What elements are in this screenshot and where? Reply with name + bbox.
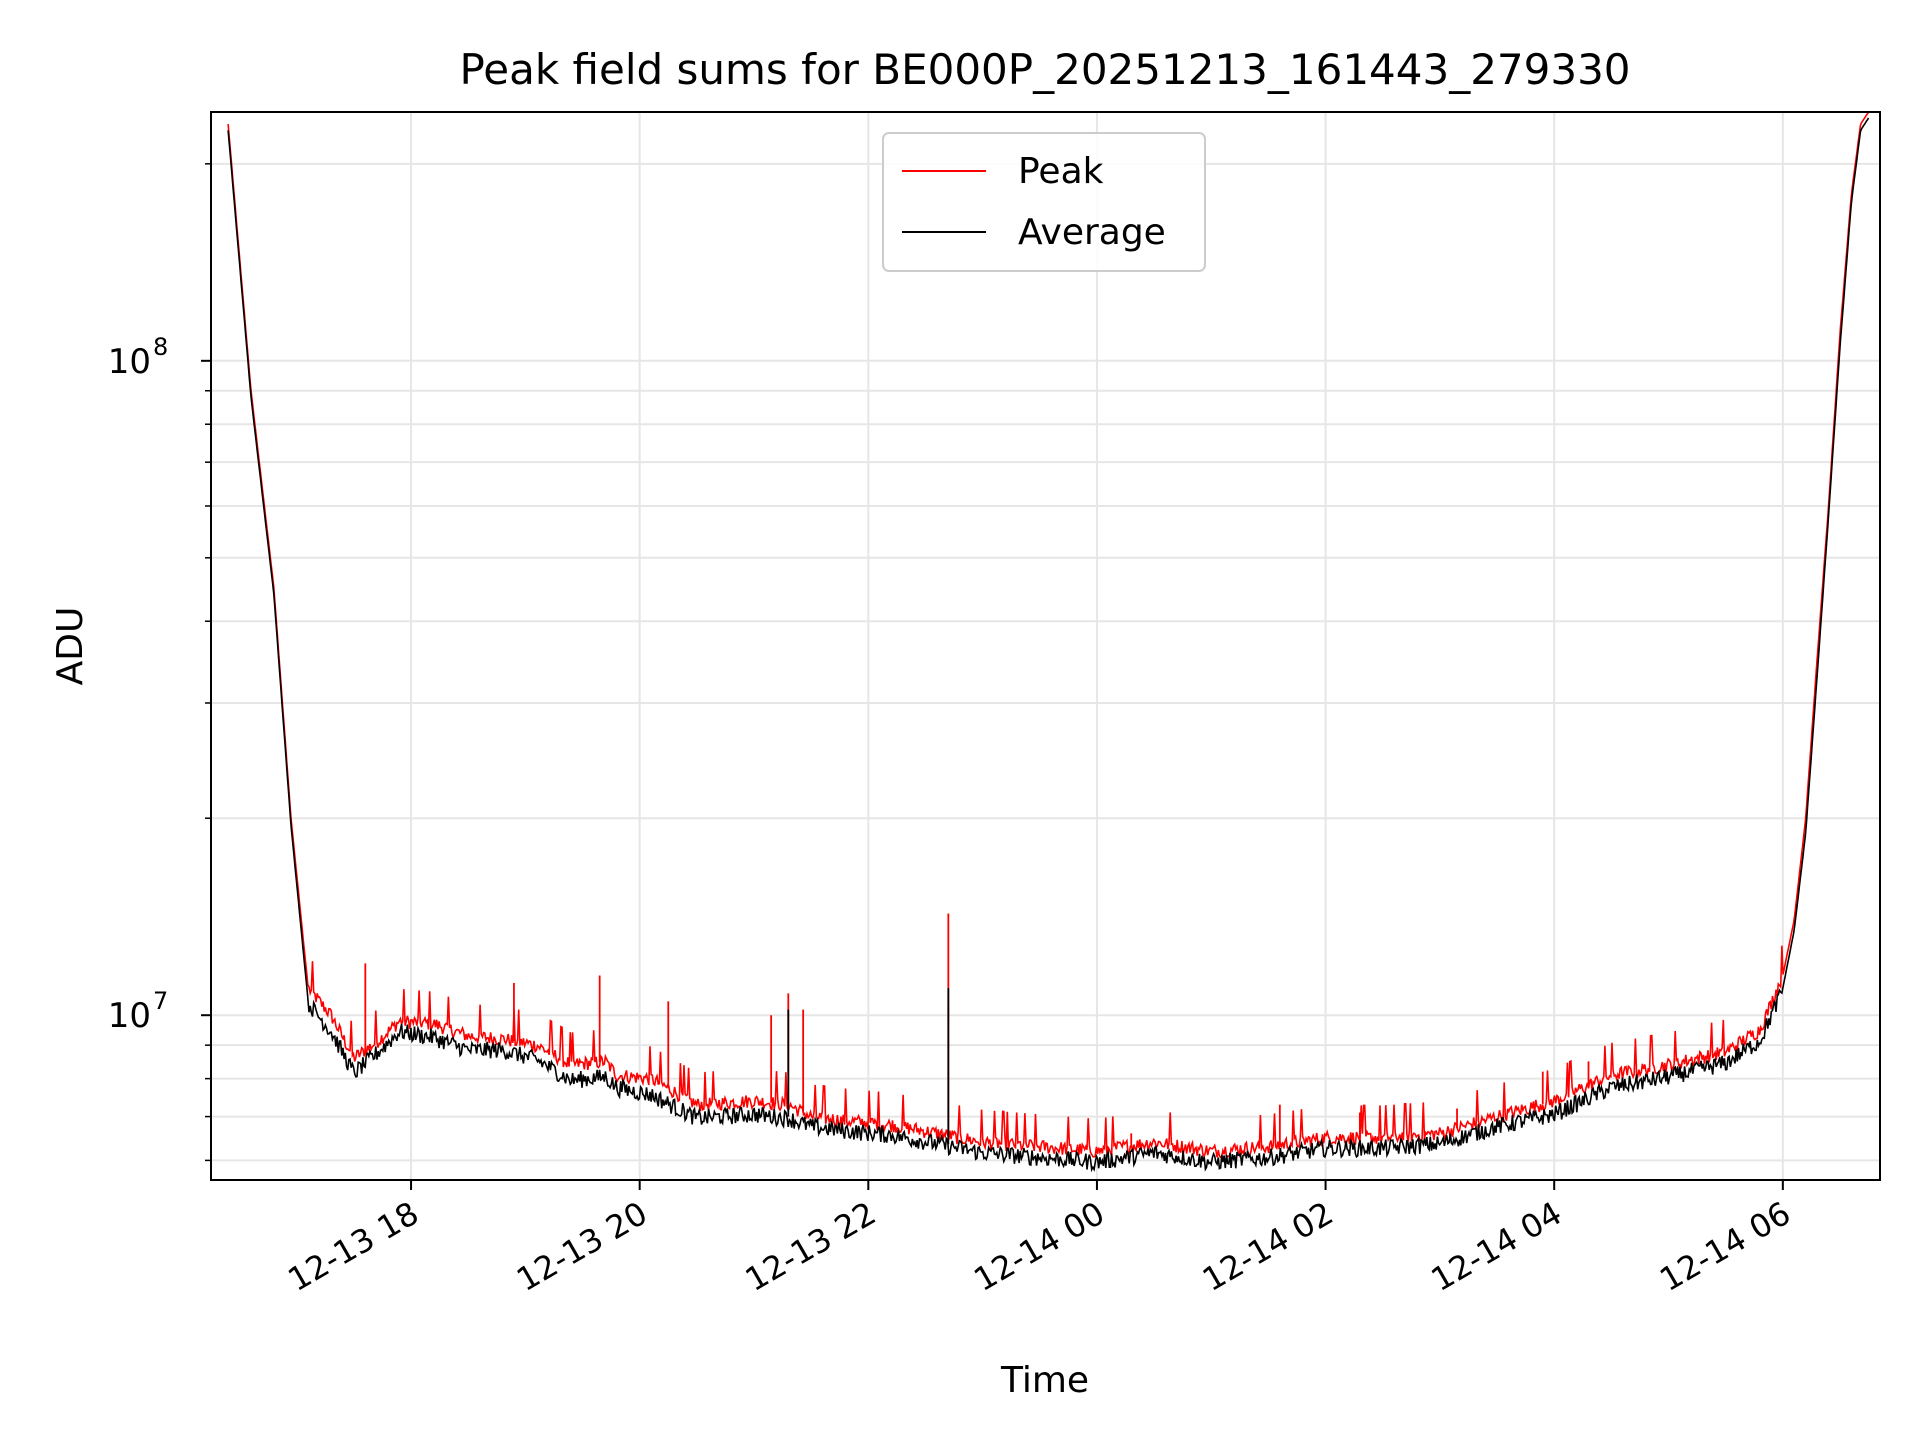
legend-box <box>882 132 1206 272</box>
legend: Peak Average <box>882 132 1206 272</box>
plot-series <box>227 112 1870 1173</box>
x-axis-label: Time <box>1000 1360 1089 1401</box>
chart-title: Peak field sums for BE000P_20251213_1614… <box>459 45 1630 94</box>
y-tick-exponent: 7 <box>153 987 168 1015</box>
y-tick-label: 10 <box>108 342 151 382</box>
legend-peak-label: Peak <box>1018 151 1104 192</box>
plot-frame <box>210 111 1881 1181</box>
y-tick-label: 10 <box>108 996 151 1036</box>
y-tick-exponent: 8 <box>153 333 168 361</box>
series-line-average <box>227 117 1870 1173</box>
series-line-peak <box>227 112 1870 1159</box>
y-axis-label: ADU <box>50 607 91 686</box>
legend-average-label: Average <box>1018 212 1166 253</box>
